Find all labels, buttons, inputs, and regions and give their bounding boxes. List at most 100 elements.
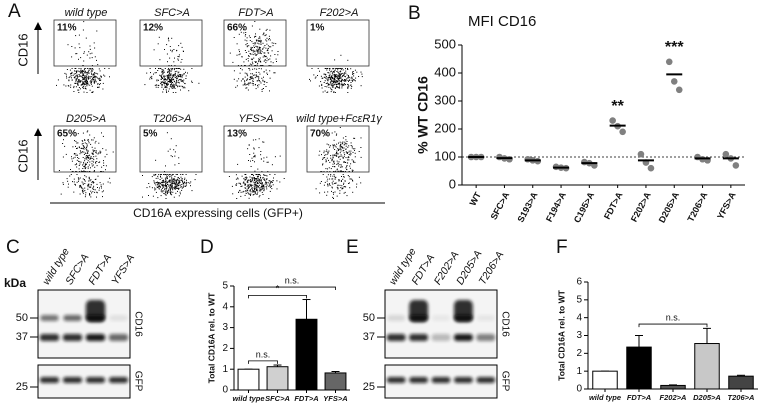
event-dot bbox=[170, 85, 172, 87]
event-dot bbox=[328, 159, 329, 161]
event-dot bbox=[339, 75, 341, 77]
event-dot bbox=[250, 191, 252, 193]
event-dot bbox=[175, 179, 177, 181]
event-dot bbox=[89, 48, 91, 50]
event-dot bbox=[330, 155, 332, 157]
event-dot bbox=[171, 194, 173, 196]
event-dot bbox=[340, 187, 342, 189]
event-dot bbox=[259, 65, 261, 66]
event-dot bbox=[251, 187, 253, 189]
event-dot bbox=[259, 178, 261, 180]
event-dot bbox=[342, 178, 344, 180]
event-dot bbox=[80, 80, 82, 81]
event-dot bbox=[248, 160, 249, 161]
event-dot bbox=[260, 154, 262, 156]
y-tick-label: 100 bbox=[434, 148, 456, 163]
event-dot bbox=[173, 182, 175, 184]
event-dot bbox=[73, 157, 75, 159]
band-label: GFP bbox=[132, 371, 143, 392]
event-dot bbox=[322, 164, 323, 166]
event-dot bbox=[88, 72, 90, 74]
event-dot bbox=[251, 181, 253, 183]
event-dot bbox=[169, 71, 170, 73]
event-dot bbox=[347, 77, 349, 79]
event-dot bbox=[259, 189, 261, 191]
event-dot bbox=[94, 72, 96, 74]
event-dot bbox=[158, 183, 160, 184]
event-dot bbox=[89, 193, 90, 195]
marker-label: 50 bbox=[16, 312, 28, 324]
y-axis-label: % WT CD16 bbox=[415, 76, 431, 154]
event-dot bbox=[233, 37, 235, 38]
event-dot bbox=[336, 186, 338, 188]
event-dot bbox=[96, 30, 98, 32]
bar bbox=[694, 343, 720, 390]
event-dot bbox=[255, 45, 257, 47]
event-dot bbox=[181, 184, 183, 186]
event-dot bbox=[245, 187, 246, 189]
event-dot bbox=[263, 52, 265, 54]
event-dot bbox=[93, 75, 95, 77]
event-dot bbox=[83, 21, 85, 23]
event-dot bbox=[350, 84, 352, 86]
event-dot bbox=[334, 69, 336, 71]
event-dot bbox=[91, 70, 93, 72]
y-tick-label: 6 bbox=[576, 277, 582, 288]
event-dot bbox=[248, 56, 250, 57]
event-dot bbox=[257, 62, 259, 64]
event-dot bbox=[94, 150, 96, 152]
event-dot bbox=[83, 60, 85, 62]
event-dot bbox=[244, 76, 246, 78]
arrow-head bbox=[34, 22, 42, 30]
event-dot bbox=[68, 85, 70, 87]
event-dot bbox=[360, 71, 362, 73]
event-dot bbox=[279, 155, 281, 157]
event-dot bbox=[255, 42, 257, 44]
event-dot bbox=[95, 150, 97, 152]
event-dot bbox=[76, 71, 77, 73]
event-dot bbox=[165, 183, 166, 185]
event-dot bbox=[348, 150, 350, 152]
event-dot bbox=[257, 39, 259, 41]
event-dot bbox=[167, 182, 169, 184]
band bbox=[409, 377, 429, 383]
band-label: CD16 bbox=[499, 311, 510, 337]
event-dot bbox=[162, 69, 164, 71]
event-dot bbox=[173, 68, 175, 69]
event-dot bbox=[241, 175, 243, 177]
event-dot bbox=[76, 147, 78, 149]
event-dot bbox=[86, 156, 88, 158]
event-dot bbox=[331, 84, 333, 86]
event-dot bbox=[98, 189, 100, 191]
event-dot bbox=[247, 148, 249, 150]
event-dot bbox=[97, 77, 99, 79]
chart-title: MFI CD16 bbox=[468, 13, 536, 30]
event-dot bbox=[176, 80, 177, 82]
event-dot bbox=[166, 82, 168, 84]
event-dot bbox=[329, 161, 331, 163]
event-dot bbox=[244, 84, 246, 86]
event-dot bbox=[338, 74, 340, 76]
event-dot bbox=[360, 137, 362, 139]
event-dot bbox=[276, 188, 278, 190]
event-dot bbox=[232, 193, 234, 195]
event-dot bbox=[339, 192, 341, 194]
event-dot bbox=[332, 196, 334, 198]
gate bbox=[306, 125, 370, 173]
event-dot bbox=[162, 84, 164, 86]
event-dot bbox=[247, 188, 249, 190]
event-dot bbox=[263, 179, 265, 181]
event-dot bbox=[343, 155, 345, 157]
event-dot bbox=[169, 148, 171, 150]
event-dot bbox=[71, 171, 73, 172]
event-dot bbox=[243, 32, 245, 34]
event-dot bbox=[272, 45, 274, 47]
event-dot bbox=[149, 76, 151, 78]
event-dot bbox=[333, 174, 335, 175]
event-dot bbox=[347, 157, 349, 159]
x-tick-label: D205>A bbox=[657, 190, 682, 225]
event-dot bbox=[255, 35, 257, 37]
y-tick-label: 0 bbox=[449, 176, 456, 191]
event-dot bbox=[166, 174, 168, 175]
event-dot bbox=[168, 65, 170, 66]
